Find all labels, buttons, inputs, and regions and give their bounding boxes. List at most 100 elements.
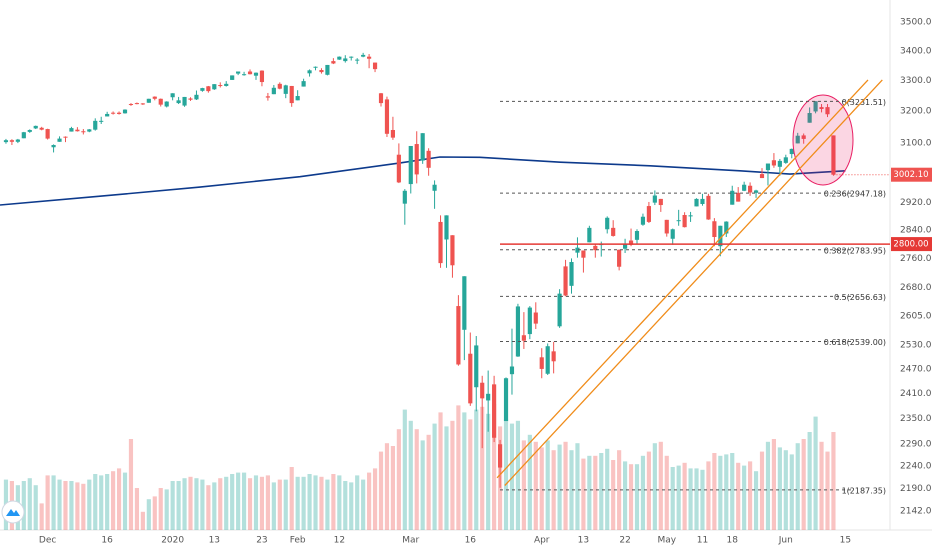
candle-body bbox=[313, 66, 318, 68]
volume-bar bbox=[51, 475, 56, 530]
volume-bar bbox=[111, 471, 116, 530]
candle-body bbox=[15, 139, 20, 142]
y-tick-label: 3300.00 bbox=[900, 76, 932, 86]
volume-bar bbox=[676, 465, 681, 530]
volume-bar bbox=[771, 439, 776, 530]
candle-body bbox=[736, 192, 741, 202]
candle-body bbox=[783, 157, 788, 163]
candle-body bbox=[646, 206, 651, 222]
candle-body bbox=[307, 70, 312, 74]
price-layer bbox=[0, 52, 846, 488]
y-tick-label: 2760.00 bbox=[900, 254, 932, 264]
x-tick-label: 16 bbox=[101, 536, 113, 546]
candle-body bbox=[81, 131, 86, 133]
volume-bar bbox=[658, 441, 663, 530]
volume-bar bbox=[390, 446, 395, 530]
candle-body bbox=[640, 216, 646, 225]
candle-body bbox=[676, 220, 681, 222]
candle-body bbox=[277, 83, 282, 89]
candle-body bbox=[503, 378, 509, 422]
volume-bar bbox=[670, 467, 675, 530]
candle-body bbox=[753, 190, 759, 193]
x-tick-label: Mar bbox=[402, 536, 419, 546]
volume-bar bbox=[69, 481, 74, 530]
volume-bar bbox=[694, 468, 699, 530]
volume-bar bbox=[218, 478, 223, 530]
channel-line bbox=[496, 79, 869, 479]
volume-bar bbox=[87, 479, 92, 530]
volume-bar bbox=[414, 429, 419, 530]
volume-bar bbox=[271, 482, 276, 530]
volume-bar bbox=[742, 465, 747, 530]
candle-body bbox=[652, 195, 657, 203]
volume-bar bbox=[545, 440, 550, 530]
x-tick-label: 11 bbox=[697, 536, 708, 546]
candle-body bbox=[420, 133, 425, 161]
x-tick-label: 22 bbox=[619, 536, 630, 546]
candle-body bbox=[509, 366, 515, 375]
candle-body bbox=[497, 444, 503, 468]
candle-body bbox=[515, 306, 521, 357]
y-tick-label: 2240.00 bbox=[900, 462, 932, 472]
volume-bar bbox=[748, 461, 753, 530]
volume-bar bbox=[247, 478, 253, 530]
volume-bar bbox=[831, 432, 836, 530]
volume-bar bbox=[75, 482, 80, 530]
volume-bar bbox=[682, 462, 687, 530]
candle-body bbox=[152, 96, 157, 99]
volume-bar bbox=[533, 441, 538, 530]
candle-body bbox=[468, 353, 473, 404]
candle-body bbox=[444, 215, 449, 240]
volume-bar bbox=[45, 475, 50, 530]
candle-body bbox=[384, 99, 390, 134]
volume-bar bbox=[325, 479, 330, 530]
candle-body bbox=[289, 85, 294, 104]
volume-bar bbox=[426, 434, 431, 530]
volume-bar bbox=[617, 450, 622, 530]
volume-bar bbox=[819, 441, 824, 530]
candle-body bbox=[688, 215, 693, 217]
candle-body bbox=[670, 229, 675, 239]
volume-bar bbox=[21, 481, 26, 530]
candle-body bbox=[730, 190, 735, 205]
volume-bar bbox=[795, 443, 800, 530]
volume-bar bbox=[176, 481, 181, 530]
volume-bar bbox=[801, 439, 806, 530]
candle-body bbox=[527, 307, 532, 335]
candle-body bbox=[545, 346, 550, 374]
candle-body bbox=[628, 240, 634, 245]
candle-body bbox=[474, 345, 479, 388]
volume-bar bbox=[241, 472, 247, 530]
label-layer: 3500.00 3400.00 3300.00 3200.00 3100.00 2920.… bbox=[39, 17, 932, 546]
candle-body bbox=[700, 198, 705, 205]
volume-bar bbox=[521, 440, 526, 530]
candle-body bbox=[140, 103, 145, 105]
x-tick-label: 12 bbox=[334, 536, 345, 546]
y-tick-label: 3500.00 bbox=[900, 17, 932, 27]
candle-body bbox=[27, 129, 32, 132]
x-tick-label: 23 bbox=[256, 536, 267, 546]
candle-body bbox=[372, 62, 378, 70]
x-tick-label: Apr bbox=[534, 536, 550, 546]
candle-body bbox=[105, 113, 110, 117]
volume-bar bbox=[664, 455, 669, 530]
volume-bar bbox=[188, 476, 193, 530]
volume-bar bbox=[349, 482, 354, 530]
candle-body bbox=[682, 215, 687, 228]
candle-body bbox=[164, 101, 169, 107]
volume-bar bbox=[331, 474, 336, 530]
candle-body bbox=[587, 227, 592, 243]
volume-bar bbox=[343, 481, 348, 530]
price-line-tag bbox=[891, 237, 932, 252]
volume-bar bbox=[730, 453, 735, 530]
y-tick-label: 3100.00 bbox=[900, 138, 932, 148]
volume-bar bbox=[277, 479, 282, 530]
volume-bar bbox=[295, 476, 300, 530]
candle-body bbox=[271, 87, 276, 95]
candle-body bbox=[813, 101, 818, 112]
volume-bar bbox=[164, 489, 169, 530]
volume-bar bbox=[640, 455, 646, 530]
volume-bar bbox=[539, 447, 544, 530]
volume-bar bbox=[212, 482, 217, 530]
volume-bar bbox=[396, 429, 401, 530]
